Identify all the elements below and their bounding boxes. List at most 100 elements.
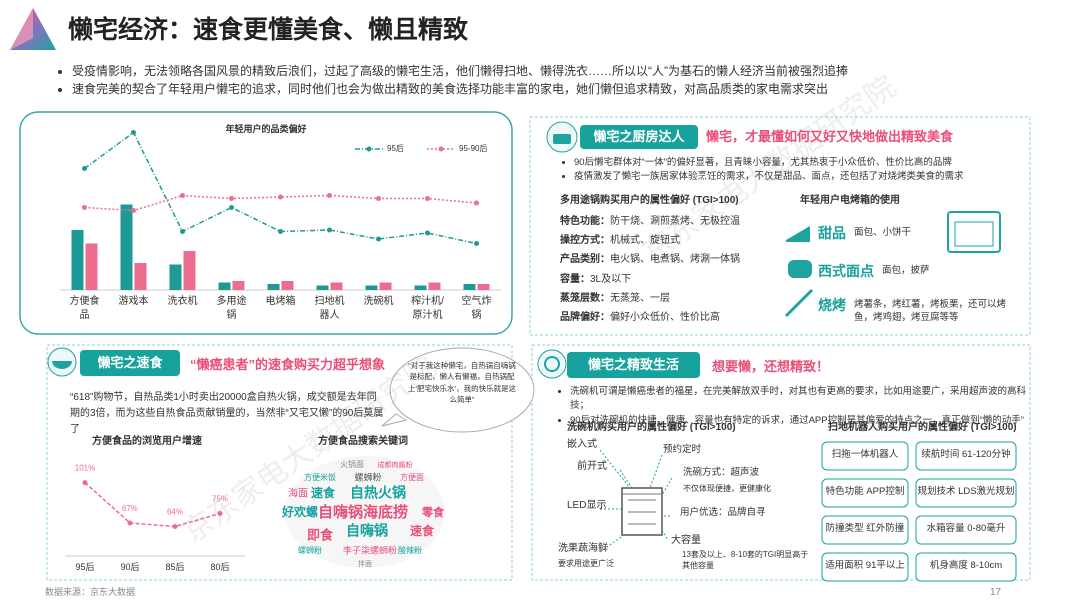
line-point — [327, 227, 332, 233]
line-point — [376, 236, 381, 242]
row-label: 品牌偏好： — [560, 312, 610, 323]
tag: 懒宅之厨房达人 — [593, 129, 685, 144]
attribute: 续航时间 61-120分钟 — [921, 449, 1011, 460]
line-point — [278, 229, 283, 234]
bar — [316, 285, 329, 290]
bar — [232, 281, 245, 290]
bullet: 受疫情影响，无法领略各国风景的精致后浪们，过起了高级的懒宅生活，他们懒得扫地、懒… — [72, 62, 1072, 80]
keyword: 李子柒螺蛳粉 — [343, 544, 397, 555]
headline: 想要懒，还想精致！ — [712, 359, 830, 374]
row-value: 无蒸笼、一层 — [610, 292, 670, 304]
bar — [379, 282, 392, 290]
row-value: 机械式、旋钮式 — [610, 235, 680, 247]
icon — [537, 349, 567, 379]
line-point — [82, 166, 87, 171]
chart-title: 年轻用户的品类偏好 — [225, 124, 307, 134]
row-value: 电火锅、电煮锅、烤涮一体锅 — [610, 254, 740, 266]
attribute: 特色功能 APP控制 — [825, 486, 905, 497]
diagram-label: 洗碗方式：超声波 — [683, 467, 760, 478]
icon-skewer — [784, 288, 814, 318]
bullet: 洗碗机可谓是懒癌患者的福星，在完美解放双手时，对其也有更高的要求，比如用途要广，… — [570, 385, 1040, 414]
diagram-label: LED显示 — [567, 500, 607, 511]
line-point — [278, 194, 283, 200]
paragraph: “618”购物节，自热品类1小时卖出20000盒自热火锅，成交额是去年同期的3倍… — [70, 392, 384, 435]
keyword: 螺蛳粉 — [354, 471, 381, 482]
page-number: 17 — [990, 587, 1002, 598]
keyword: 螺蛳粉 — [298, 545, 322, 555]
kitchen-bullets: 90后懒宅群体对“一体”的偏好显著，且青睐小容量，尤其热衷于小众低价、性价比高的… — [560, 156, 1034, 185]
bar — [134, 263, 147, 290]
line-point — [172, 524, 178, 530]
line-point — [474, 241, 479, 246]
bar — [281, 281, 294, 290]
x-tick-label: 90后 — [120, 562, 139, 572]
icon-oven-door — [954, 221, 994, 247]
keyword: 方便面 — [400, 472, 424, 482]
chart-title: 方便食品搜索关键词 — [318, 436, 408, 447]
keyword: 拌面 — [358, 559, 372, 568]
x-tick-label: 榨汁机/原汁机 — [411, 296, 444, 321]
x-tick-label: 扫地机器人 — [314, 296, 345, 321]
x-tick-label: 95后 — [75, 562, 94, 572]
attribute: 适用面积 91平以上 — [825, 560, 905, 571]
attribute: 扫拖一体机器人 — [831, 449, 899, 460]
line — [84, 194, 477, 212]
legend-label: 95-90后 — [459, 143, 487, 153]
icon-racks — [622, 493, 662, 525]
keyword: 自热火锅 — [350, 485, 406, 501]
tag: 懒宅之精致生活 — [587, 357, 679, 372]
bar — [477, 284, 490, 290]
line-point — [425, 196, 430, 201]
row-label: 特色功能： — [560, 216, 610, 227]
line-point — [474, 200, 479, 206]
tag-bg — [580, 125, 698, 149]
line-point — [82, 480, 88, 486]
line-point — [229, 196, 234, 201]
attribute-box — [821, 478, 909, 508]
logo-facet — [10, 8, 33, 50]
attribute: 水箱容量 0-80毫升 — [926, 523, 1006, 534]
line-point — [131, 130, 136, 135]
x-tick-label: 空气炸锅 — [461, 296, 492, 321]
row-label: 产品类别： — [560, 254, 610, 266]
line — [84, 482, 221, 528]
bullet: 90后对洗碗机的快捷、健康、容量也有特定的诉求，通过APP控制是其偏爱的特点之一… — [570, 414, 1040, 428]
diagram-label: 预约定时 — [663, 444, 702, 455]
diagram-label: 大容量 — [671, 535, 701, 546]
data-label: 67% — [122, 504, 138, 513]
row-value: 防干烧、涮煎蒸烤、无极控温 — [610, 216, 740, 227]
diagram-label: 13套及以上、8-10套的TGI明显高于其他容量 — [682, 550, 809, 570]
bar — [183, 251, 196, 290]
headline: 懒宅，才最懂如何又好又快地做出精致美食 — [706, 129, 954, 144]
x-tick-label: 多用途锅 — [216, 296, 247, 321]
attribute-box — [915, 515, 1017, 545]
line-point — [229, 205, 234, 210]
x-tick-label: 洗碗机 — [363, 296, 394, 307]
x-tick-label: 85后 — [165, 562, 184, 572]
keyword: 好欢螺 — [281, 504, 318, 519]
line-point — [131, 208, 136, 213]
keyword: 零食 — [421, 505, 445, 519]
diagram-label: 不仅体现便捷，更健康化 — [683, 484, 771, 493]
keyword: 海面 — [288, 487, 308, 500]
oven-label: 甜品 — [818, 225, 846, 241]
oven-text: 面包，披萨 — [882, 265, 930, 276]
chart-title: 方便食品的浏览用户增速 — [92, 436, 202, 447]
line-point — [425, 230, 430, 236]
diagram-label: 要求用途更广泛 — [558, 559, 614, 568]
bar — [330, 282, 343, 290]
attribute: 机身高度 8-10cm — [929, 560, 1003, 571]
bar — [120, 204, 133, 290]
x-tick-label: 洗衣机 — [167, 296, 198, 307]
attribute-box — [821, 552, 909, 582]
x-tick-label: 游戏本 — [118, 296, 149, 307]
keyword: 速食 — [311, 485, 336, 500]
legend-label: 95后 — [387, 143, 404, 153]
bar — [463, 284, 476, 290]
attribute-box — [821, 441, 909, 471]
tag-bg — [80, 350, 180, 376]
refined-bullets: 洗碗机可谓是懒癌患者的福星，在完美解放双手时，对其也有更高的要求，比如用途要广，… — [556, 385, 1040, 428]
header-bullets: 受疫情影响，无法领略各国风景的精致后浪们，过起了高级的懒宅生活，他们懒得扫地、懒… — [58, 62, 1072, 98]
